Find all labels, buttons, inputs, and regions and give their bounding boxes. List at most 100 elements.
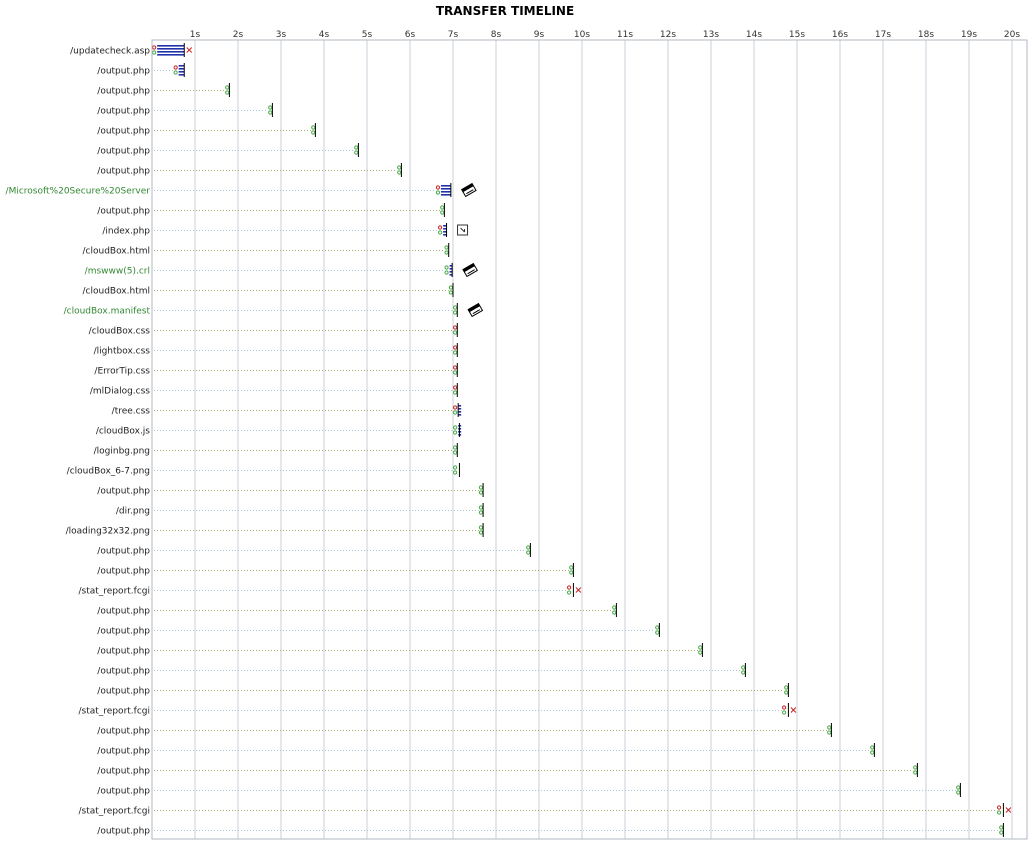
row-url-label: /mswww(5).crl <box>85 267 150 277</box>
disk-icon-line <box>466 189 474 195</box>
transfer-bar <box>178 68 185 70</box>
row-url-label: /Microsoft%20Secure%20Server <box>6 187 151 197</box>
status-marker <box>827 725 832 730</box>
x-tick-label: 8s <box>491 30 502 40</box>
status-marker <box>354 150 359 155</box>
disk-icon-top <box>461 183 474 193</box>
grid-lines <box>194 40 1013 839</box>
timeline-row: /output.php <box>97 603 617 617</box>
status-marker <box>444 250 449 255</box>
status-marker <box>354 145 359 150</box>
status-marker <box>435 185 441 190</box>
row-url-label: /output.php <box>97 747 150 757</box>
row-url-label: /stat_report.fcgi <box>79 587 150 597</box>
x-tick-label: 12s <box>660 30 676 40</box>
timeline-row: /cloudBox.css <box>89 323 458 337</box>
status-marker <box>612 605 617 610</box>
status-marker <box>438 230 443 235</box>
status-marker <box>782 710 787 715</box>
status-marker <box>435 190 441 195</box>
status-marker <box>397 165 402 170</box>
status-marker <box>453 325 458 330</box>
status-marker <box>453 390 458 395</box>
row-url-label: /cloudBox.js <box>96 427 150 437</box>
disk-icon-line <box>472 309 481 315</box>
timeline-row: /stat_report.fcgi <box>79 703 797 717</box>
status-marker <box>956 785 961 790</box>
status-marker <box>478 505 484 510</box>
timeline-row: /output.php <box>97 723 832 737</box>
row-url-label: /cloudBox.css <box>89 327 151 337</box>
status-marker <box>448 290 453 295</box>
timeline-row: /output.php <box>97 123 316 137</box>
status-marker <box>782 705 787 710</box>
timeline-row: /cloudBox_6-7.png <box>67 463 460 477</box>
transfer-bar <box>458 414 462 416</box>
disk-icon-line <box>467 269 475 275</box>
row-url-label: /cloudBox.manifest <box>64 307 151 317</box>
status-marker <box>268 110 273 115</box>
timeline-row: /loginbg.png <box>94 443 458 457</box>
status-marker <box>913 770 918 775</box>
plot-frame <box>151 39 1028 840</box>
row-url-label: /stat_report.fcgi <box>79 707 150 717</box>
row-url-label: /cloudBox.html <box>83 247 151 257</box>
row-url-label: /output.php <box>97 607 150 617</box>
transfer-bar <box>157 45 185 47</box>
transfer-bar <box>440 191 451 193</box>
row-url-label: /loginbg.png <box>94 447 150 457</box>
row-url-label: /loading32x32.png <box>66 527 150 537</box>
transfer-bar <box>443 231 447 233</box>
status-marker <box>567 585 572 590</box>
x-tick-label: 2s <box>233 30 244 40</box>
status-marker <box>741 670 746 675</box>
chart-title: TRANSFER TIMELINE <box>436 4 574 18</box>
status-marker <box>453 405 458 410</box>
row-url-label: /output.php <box>97 827 150 837</box>
file-box-icon-arrow <box>460 227 465 233</box>
transfer-bar <box>178 71 185 73</box>
transfer-bar <box>178 74 185 76</box>
transfer-bar <box>157 54 185 56</box>
row-url-label: /stat_report.fcgi <box>79 807 150 817</box>
timeline-row: /lightbox.css <box>94 343 458 357</box>
status-marker <box>698 645 703 650</box>
status-marker <box>655 625 660 630</box>
status-marker <box>453 465 458 470</box>
status-marker <box>453 430 458 435</box>
status-marker <box>173 65 178 70</box>
status-marker <box>397 170 402 175</box>
transfer-bar <box>458 408 462 410</box>
status-marker <box>453 445 458 450</box>
transfer-bar <box>458 411 462 413</box>
status-marker <box>453 330 458 335</box>
x-tick-label: 4s <box>319 30 330 40</box>
x-tick-label: 16s <box>832 30 848 40</box>
status-marker <box>612 610 617 615</box>
timeline-row: /output.php <box>97 683 789 697</box>
status-marker <box>440 205 445 210</box>
row-url-label: /output.php <box>97 487 150 497</box>
transfer-bar <box>458 405 462 407</box>
timeline-row: /dir.png <box>116 503 484 517</box>
transfer-bar <box>440 188 451 190</box>
row-url-label: /mlDialog.css <box>90 387 150 397</box>
row-url-label: /updatecheck.asp <box>70 47 150 57</box>
transfer-bar <box>157 48 185 50</box>
row-url-label: /output.php <box>97 107 150 117</box>
status-marker <box>453 370 458 375</box>
timeline-row: /mswww(5).crl <box>85 262 479 278</box>
status-marker <box>997 805 1002 810</box>
transfer-bar <box>449 274 453 276</box>
status-marker <box>311 130 316 135</box>
transfer-bar <box>449 271 453 273</box>
disk-icon-top <box>468 303 480 313</box>
transfer-bar <box>440 185 451 187</box>
status-marker <box>268 105 273 110</box>
timeline-row: /cloudBox.manifest <box>64 302 484 318</box>
disk-icon-top <box>462 263 475 273</box>
x-tick-label: 5s <box>362 30 373 40</box>
status-marker <box>444 245 449 250</box>
transfer-bar <box>440 194 451 196</box>
row-url-label: /ErrorTip.css <box>94 367 150 377</box>
